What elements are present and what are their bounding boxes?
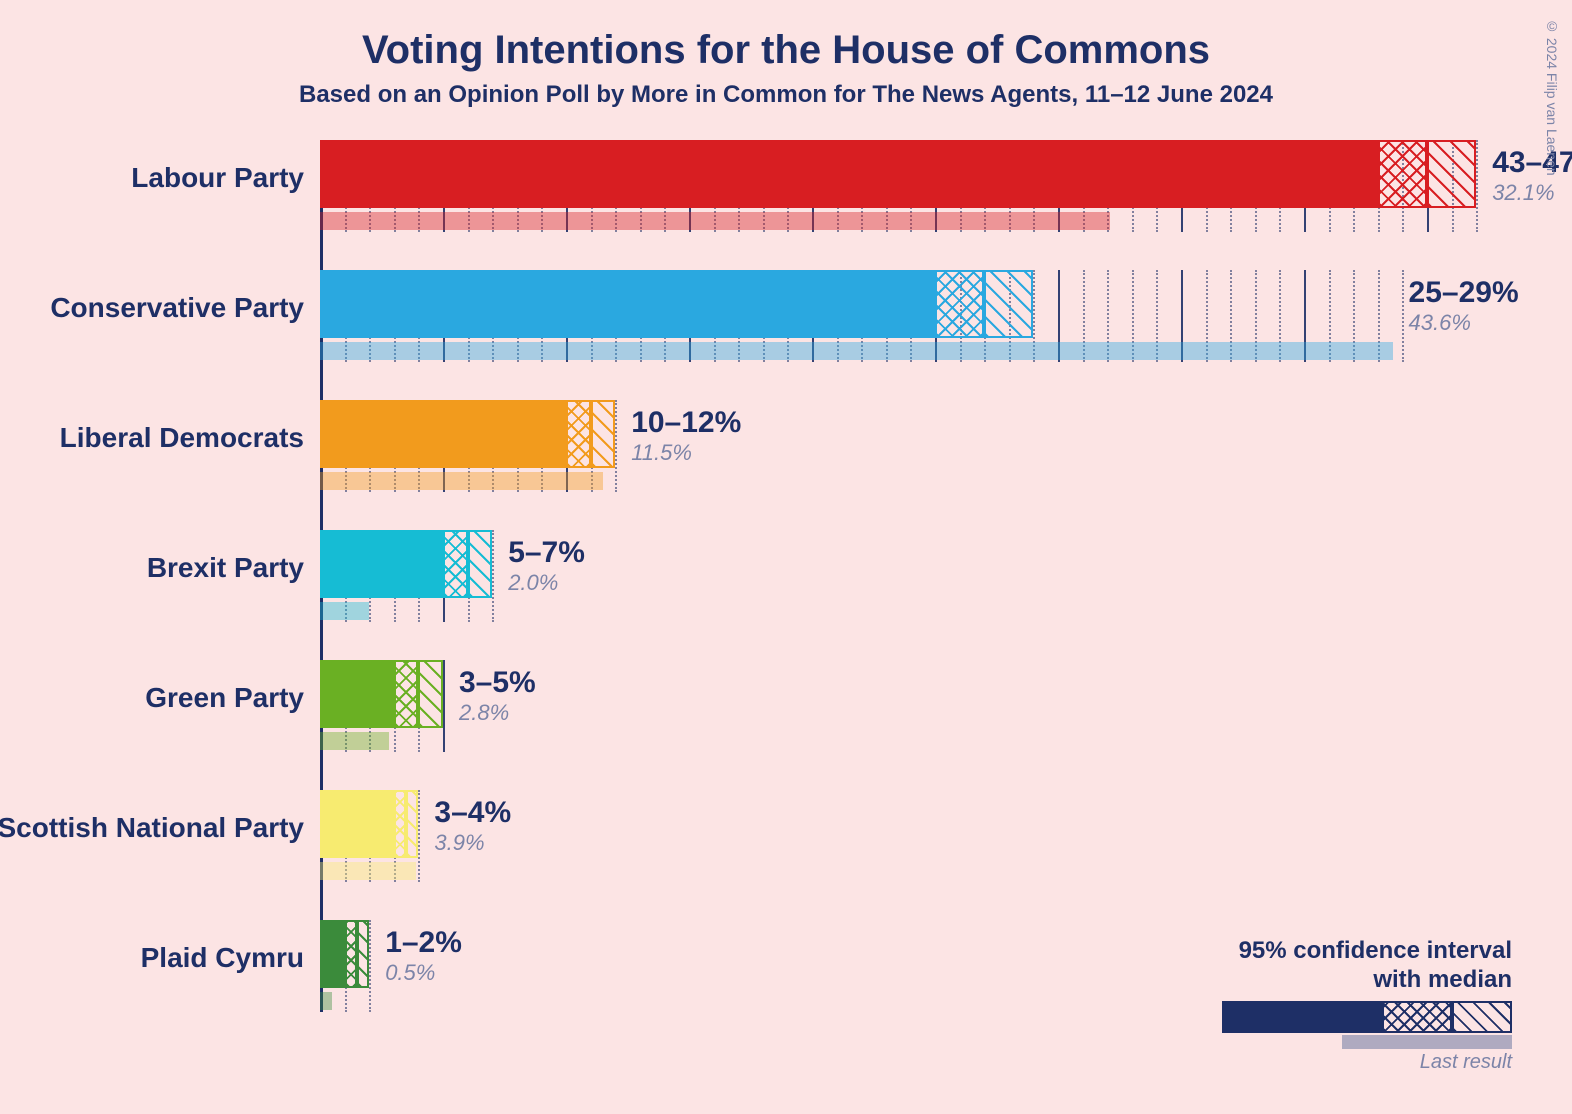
ci-upper-segment [1427, 140, 1476, 208]
party-label: Scottish National Party [0, 812, 320, 844]
grid-tick [418, 790, 420, 882]
ci-upper-segment [357, 920, 369, 988]
party-row: Labour Party43–47%32.1% [0, 140, 1572, 270]
bars-zone: 3–5%2.8% [320, 660, 1500, 790]
range-value: 10–12% [631, 406, 741, 440]
grid-tick [492, 530, 494, 622]
legend-ci-line1: 95% confidence interval [1222, 937, 1512, 966]
party-row: Conservative Party25–29%43.6% [0, 270, 1572, 400]
grid-tick [443, 660, 445, 752]
party-label: Plaid Cymru [141, 942, 320, 974]
chart-subtitle: Based on an Opinion Poll by More in Comm… [0, 81, 1572, 109]
range-value: 5–7% [508, 536, 585, 570]
ci-lower-segment [443, 530, 468, 598]
party-row: Brexit Party5–7%2.0% [0, 530, 1572, 660]
ci-lower-segment [1378, 140, 1427, 208]
bars-zone: 10–12%11.5% [320, 400, 1500, 530]
last-result-value: 32.1% [1492, 180, 1554, 206]
ci-upper-segment [418, 660, 443, 728]
last-result-bar [320, 212, 1110, 230]
main-bar [320, 660, 394, 728]
last-result-value: 11.5% [631, 440, 692, 466]
last-result-bar [320, 992, 332, 1010]
ci-upper-segment [984, 270, 1033, 338]
party-label: Green Party [145, 682, 320, 714]
grid-tick [615, 400, 617, 492]
range-value: 3–5% [459, 666, 536, 700]
legend-ci-bar [1222, 1001, 1512, 1033]
bars-zone: 5–7%2.0% [320, 530, 1500, 660]
legend: 95% confidence interval with median Last… [1222, 937, 1512, 1074]
party-label: Labour Party [131, 162, 320, 194]
legend-ci-line2: with median [1222, 966, 1512, 995]
last-result-bar [320, 342, 1393, 360]
ci-upper-segment [468, 530, 493, 598]
last-result-bar [320, 472, 603, 490]
party-row: Scottish National Party3–4%3.9% [0, 790, 1572, 920]
ci-lower-segment [394, 790, 406, 858]
copyright-text: © 2024 Filip van Laenen [1544, 18, 1560, 176]
main-bar [320, 920, 345, 988]
grid-tick [369, 920, 371, 1012]
legend-diagonal-segment [1452, 1001, 1512, 1033]
grid-tick [1476, 140, 1478, 232]
party-label: Liberal Democrats [60, 422, 320, 454]
main-bar [320, 790, 394, 858]
legend-last-bar [1342, 1035, 1512, 1049]
last-result-bar [320, 862, 416, 880]
range-value: 1–2% [385, 926, 462, 960]
last-result-value: 3.9% [434, 830, 484, 856]
chart-area: Labour Party43–47%32.1%Conservative Part… [0, 140, 1572, 1074]
last-result-bar [320, 732, 389, 750]
ci-lower-segment [935, 270, 984, 338]
range-value: 43–47% [1492, 146, 1572, 180]
bars-zone: 3–4%3.9% [320, 790, 1500, 920]
legend-last-label: Last result [1222, 1051, 1512, 1074]
party-row: Liberal Democrats10–12%11.5% [0, 400, 1572, 530]
main-bar [320, 400, 566, 468]
ci-upper-segment [591, 400, 616, 468]
main-bar [320, 270, 935, 338]
party-label: Conservative Party [50, 292, 320, 324]
legend-crosshatch-segment [1382, 1001, 1452, 1033]
last-result-value: 2.0% [508, 570, 558, 596]
chart-title: Voting Intentions for the House of Commo… [0, 0, 1572, 73]
range-value: 3–4% [434, 796, 511, 830]
ci-lower-segment [394, 660, 419, 728]
party-label: Brexit Party [147, 552, 320, 584]
ci-upper-segment [406, 790, 418, 858]
ci-lower-segment [345, 920, 357, 988]
main-bar [320, 140, 1378, 208]
grid-tick [1402, 270, 1404, 362]
main-bar [320, 530, 443, 598]
last-result-value: 0.5% [385, 960, 435, 986]
range-value: 25–29% [1409, 276, 1519, 310]
last-result-bar [320, 602, 369, 620]
bars-zone: 25–29%43.6% [320, 270, 1500, 400]
legend-solid-segment [1222, 1001, 1382, 1033]
ci-lower-segment [566, 400, 591, 468]
last-result-value: 43.6% [1409, 310, 1471, 336]
last-result-value: 2.8% [459, 700, 509, 726]
bars-zone: 43–47%32.1% [320, 140, 1500, 270]
party-row: Green Party3–5%2.8% [0, 660, 1572, 790]
